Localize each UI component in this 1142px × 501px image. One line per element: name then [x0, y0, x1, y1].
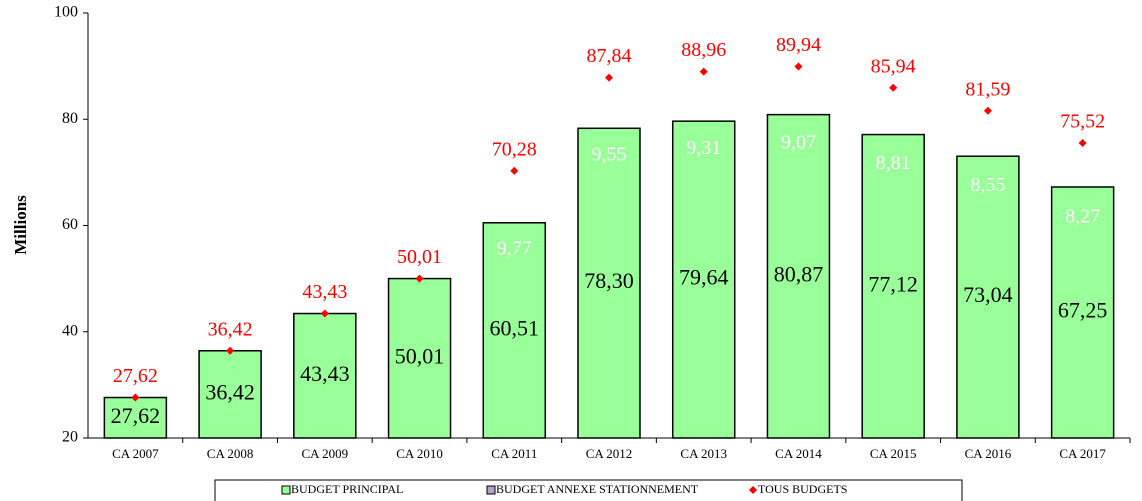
- bar-segment: [861, 133, 925, 439]
- legend-label: TOUS BUDGETS: [758, 482, 847, 496]
- x-tick-label: CA 2010: [396, 446, 443, 461]
- total-marker: [983, 106, 992, 115]
- total-marker: [510, 166, 519, 175]
- value-label: 67,25: [1058, 298, 1108, 323]
- total-label: 85,94: [871, 55, 916, 77]
- bar-segment: [1050, 186, 1115, 439]
- bar-segment: [766, 113, 831, 439]
- value-label: 9,31: [686, 137, 721, 159]
- legend-box: [214, 479, 963, 501]
- x-tick-label: CA 2015: [870, 446, 917, 461]
- value-label: 60,51: [490, 315, 540, 340]
- total-marker: [1078, 139, 1087, 148]
- total-label: 27,62: [113, 365, 158, 387]
- total-marker: [226, 346, 235, 355]
- value-label: 43,43: [300, 361, 350, 386]
- bar-segment: [577, 127, 641, 439]
- value-label: 78,30: [584, 268, 634, 293]
- legend-label: BUDGET PRINCIPAL: [291, 482, 403, 496]
- total-marker: [889, 83, 898, 92]
- legend-swatch: [281, 485, 291, 495]
- y-tick-label: 40: [62, 322, 78, 339]
- x-tick-label: CA 2011: [491, 446, 537, 461]
- legend-label: BUDGET ANNEXE STATIONNEMENT: [496, 482, 699, 496]
- y-tick-label: 20: [62, 429, 78, 446]
- total-marker: [794, 62, 803, 71]
- total-label: 87,84: [587, 45, 632, 67]
- value-label: 9,07: [781, 131, 816, 153]
- value-label: 50,01: [395, 343, 445, 368]
- value-label: 8,55: [970, 174, 1005, 196]
- y-axis-label: Millions: [11, 195, 30, 255]
- bar-segment: [387, 277, 452, 439]
- bar-segment: [103, 396, 168, 439]
- x-tick-label: CA 2008: [207, 446, 254, 461]
- total-label: 36,42: [208, 318, 253, 340]
- x-tick-label: CA 2007: [112, 446, 159, 461]
- bar-segment: [956, 155, 1020, 439]
- value-label: 77,12: [868, 271, 918, 296]
- total-marker: [699, 67, 708, 76]
- x-tick-label: CA 2009: [302, 446, 349, 461]
- total-marker: [605, 73, 613, 82]
- value-label: 9,55: [592, 144, 627, 166]
- value-label: 80,87: [774, 261, 824, 286]
- legend-swatch: [749, 486, 757, 494]
- value-label: 79,64: [679, 265, 729, 290]
- y-tick-label: 60: [62, 216, 78, 233]
- total-label: 89,94: [776, 34, 821, 56]
- legend-swatch: [486, 485, 496, 495]
- x-tick-label: CA 2016: [965, 446, 1012, 461]
- total-marker: [415, 274, 424, 283]
- bar-segment: [671, 120, 736, 439]
- y-tick-label: 100: [54, 4, 78, 21]
- value-label: 36,42: [205, 379, 255, 404]
- total-label: 43,43: [302, 281, 347, 303]
- x-tick-label: CA 2013: [680, 446, 727, 461]
- y-tick-label: 80: [62, 110, 78, 127]
- total-label: 50,01: [397, 246, 442, 268]
- value-label: 8,81: [876, 152, 911, 174]
- total-label: 75,52: [1060, 111, 1105, 133]
- value-label: 9,77: [497, 238, 532, 260]
- total-label: 70,28: [492, 138, 537, 160]
- total-label: 88,96: [681, 39, 726, 61]
- x-tick-label: CA 2014: [775, 446, 822, 461]
- value-label: 27,62: [111, 403, 161, 428]
- bar-segment: [293, 312, 357, 439]
- x-tick-label: CA 2012: [586, 446, 633, 461]
- total-marker: [320, 309, 329, 318]
- total-label: 81,59: [965, 78, 1010, 100]
- value-label: 8,27: [1065, 206, 1100, 228]
- total-marker: [131, 393, 140, 402]
- x-tick-label: CA 2017: [1059, 446, 1106, 461]
- value-label: 73,04: [963, 282, 1013, 307]
- bar-segment: [482, 222, 547, 439]
